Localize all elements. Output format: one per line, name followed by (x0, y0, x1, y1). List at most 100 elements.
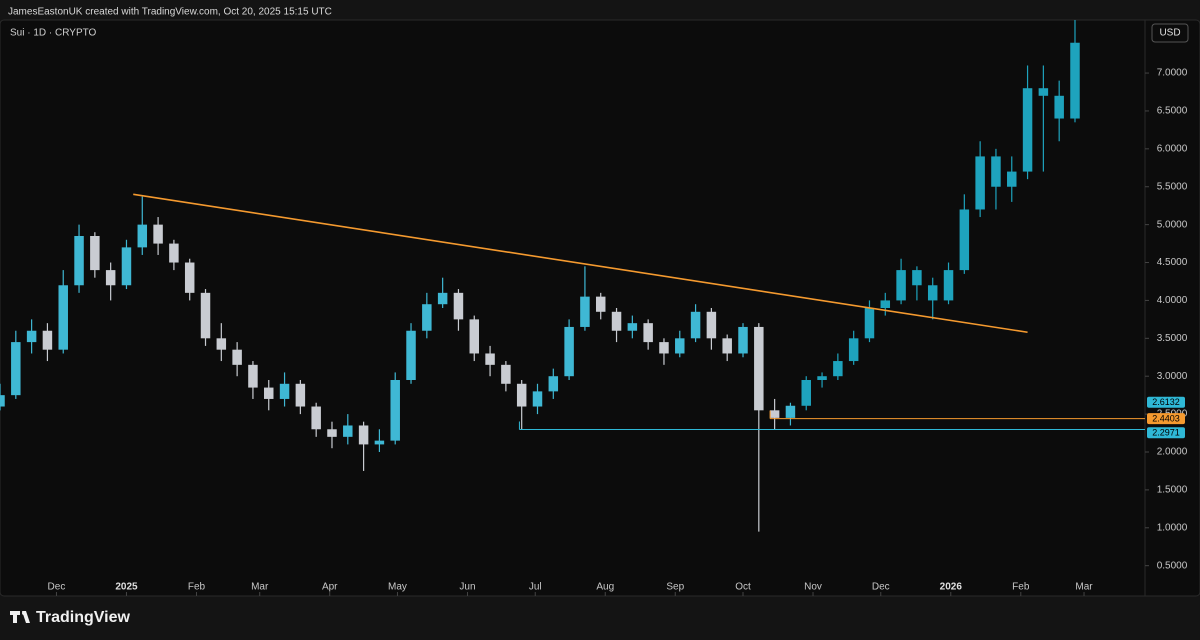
candle-body (817, 376, 827, 380)
candle-body (469, 319, 480, 354)
x-tick-label: Nov (804, 582, 822, 593)
y-tick-label: 0.5000 (1157, 560, 1188, 571)
x-tick-label: Jul (529, 582, 542, 593)
credit: JamesEastonUK created with TradingView.c… (8, 7, 332, 18)
currency-button[interactable] (1151, 23, 1189, 43)
x-tick-label: Dec (48, 582, 66, 593)
x-tick-label: Jun (459, 582, 475, 593)
candle-body (216, 338, 227, 350)
y-tick-label: 3.0000 (1157, 371, 1188, 382)
y-tick-label: 7.0000 (1157, 68, 1188, 79)
x-tick-label: Apr (322, 582, 338, 593)
y-tick-label: 1.0000 (1157, 522, 1188, 533)
candle-body (1022, 88, 1033, 172)
candle-body (169, 243, 179, 263)
brand-logo (10, 611, 30, 623)
candle-body (248, 364, 258, 388)
candle-body (327, 429, 337, 437)
candle-body (722, 338, 732, 354)
x-tick-label: 2025 (115, 582, 138, 593)
x-tick-label: Dec (872, 582, 890, 593)
chart-title: Sui · 1D · CRYPTO (10, 28, 97, 39)
price-label: 2.6132 (1152, 397, 1180, 407)
candle-body (485, 353, 495, 365)
candle-body (595, 296, 606, 312)
candle-series (801, 20, 1080, 411)
candle-body (564, 326, 574, 377)
candle-body (833, 361, 843, 377)
candle-body (279, 383, 290, 399)
candle-body (769, 410, 780, 418)
y-tick-label: 5.5000 (1157, 181, 1188, 192)
candle-body (26, 330, 37, 343)
candle-body (200, 292, 211, 339)
candle-body (548, 376, 559, 392)
currency[interactable]: USD (1159, 28, 1180, 39)
candle-series (0, 196, 796, 532)
candle-body (74, 236, 84, 286)
y-tick-label: 4.0000 (1157, 295, 1188, 306)
price-label-box (1147, 427, 1185, 439)
candle-body (358, 425, 369, 445)
brand: TradingView (36, 609, 131, 626)
x-tick-label: Aug (596, 582, 614, 593)
x-tick-label: Feb (188, 582, 206, 593)
candle-body (643, 323, 653, 343)
y-tick-label: 1.5000 (1157, 485, 1188, 496)
candle-body (896, 270, 906, 301)
candle-body (991, 156, 1001, 187)
candle-body (1054, 95, 1064, 119)
candle-body (516, 383, 527, 407)
candle-body (137, 224, 148, 248)
candle-body (311, 406, 321, 430)
candle-body (1007, 171, 1017, 187)
price-label-box (1147, 413, 1185, 425)
y-tick-label: 5.0000 (1157, 219, 1188, 230)
candle-body (406, 330, 416, 380)
candle-body (912, 270, 922, 286)
x-tick-label: Oct (735, 582, 751, 593)
price-label-box (1147, 396, 1185, 408)
candle-body (943, 270, 954, 301)
y-tick-label: 6.5000 (1157, 106, 1188, 117)
candle-body (785, 405, 796, 418)
candle-body (453, 292, 464, 320)
y-tick-label: 3.5000 (1157, 333, 1188, 344)
candle-body (659, 342, 669, 354)
candle-body (264, 387, 274, 399)
x-tick-label: May (388, 582, 407, 593)
candle-body (422, 304, 432, 331)
candle-body (0, 395, 5, 407)
candle-body (627, 323, 638, 331)
candle-body (58, 285, 68, 350)
x-tick-label: Mar (1075, 582, 1093, 593)
candle-body (738, 326, 748, 354)
candle-body (232, 349, 242, 365)
price-label: 2.2971 (1152, 428, 1180, 438)
candle-body (532, 391, 543, 407)
candle-body (374, 440, 385, 445)
candle-body (11, 342, 21, 396)
y-tick-label: 2.0000 (1157, 447, 1188, 458)
candle-body (864, 308, 875, 339)
candle-body (343, 425, 353, 437)
candle-body (501, 364, 511, 384)
candle-body (1038, 88, 1049, 96)
candle-body (880, 300, 891, 308)
candle-body (121, 247, 132, 286)
candle-body (153, 224, 163, 244)
trendline (133, 193, 1028, 334)
candle-body (611, 311, 622, 331)
candle-body (690, 311, 701, 339)
x-tick-label: Mar (251, 582, 269, 593)
x-tick-label: 2026 (940, 582, 963, 593)
candle-body (90, 236, 100, 271)
candle-body (1070, 42, 1080, 119)
candle-body (927, 285, 938, 301)
candle-body (675, 338, 685, 354)
candle-body (42, 330, 53, 350)
candle-body (754, 326, 764, 411)
candle-body (390, 380, 400, 441)
